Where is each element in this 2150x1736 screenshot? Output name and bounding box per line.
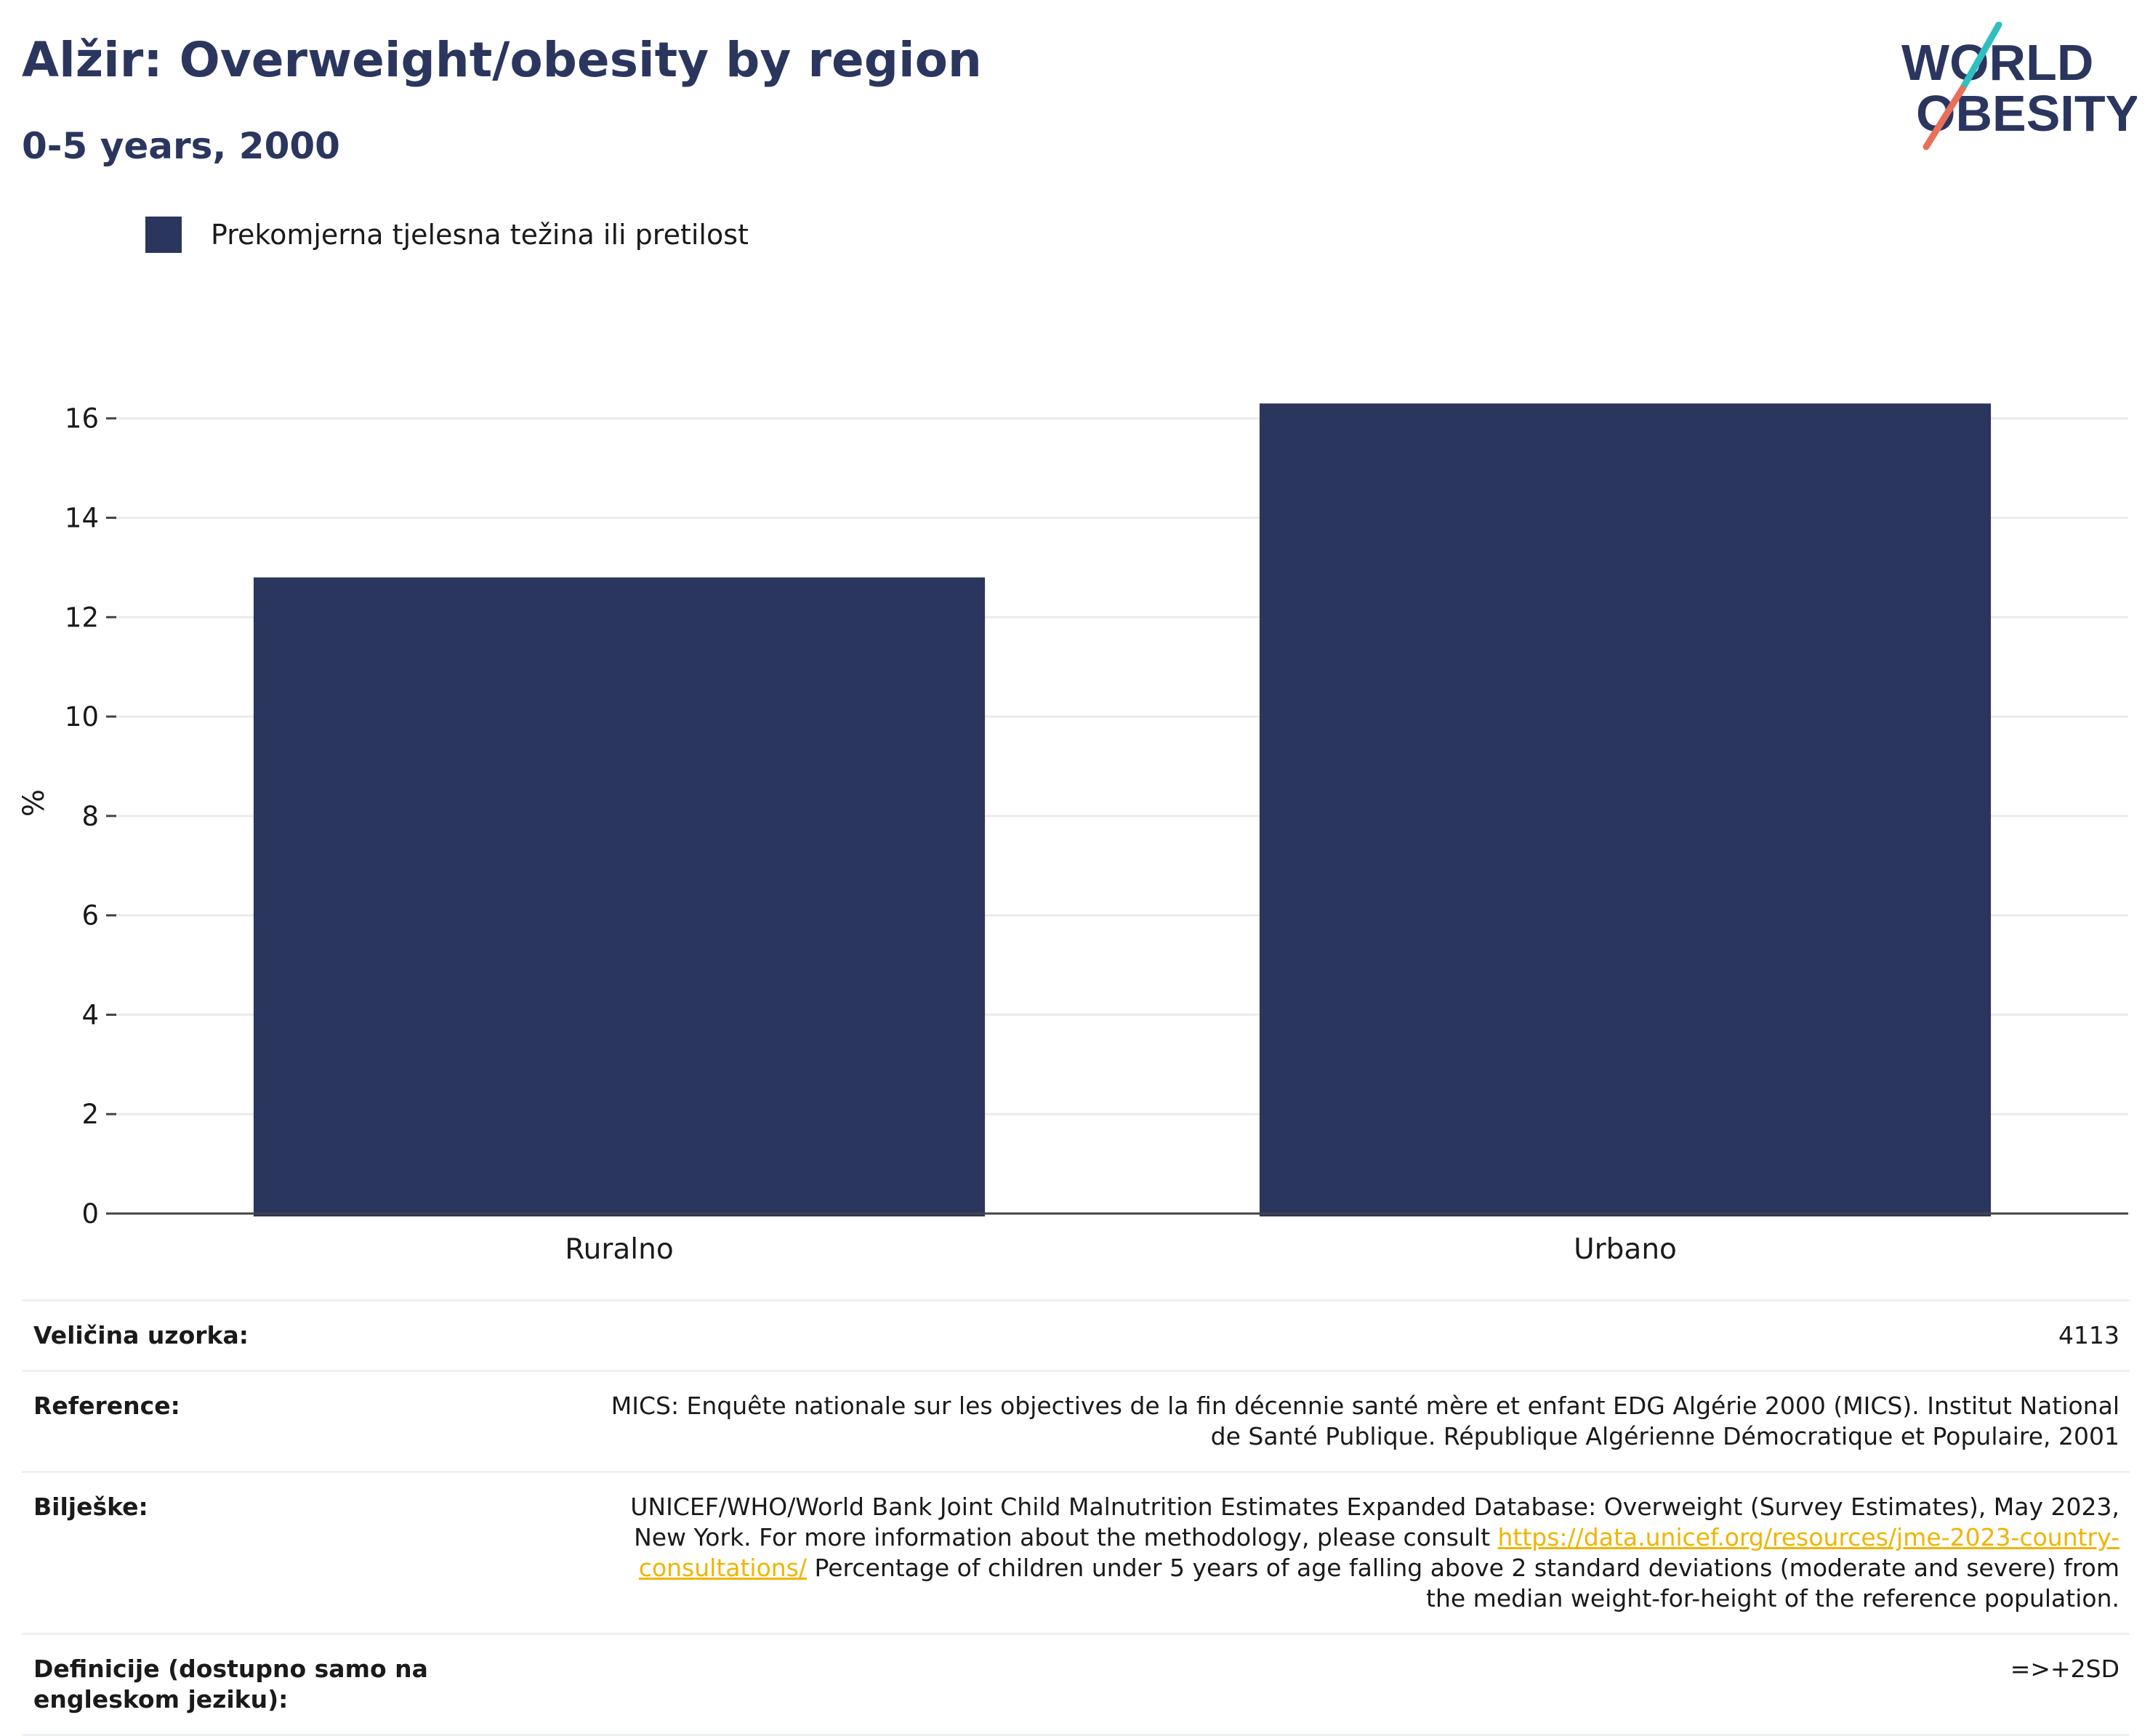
bar-chart: 0 2 4 6 8 10 12 14 16 Ruralno Urbano% xyxy=(17,403,2128,1266)
reference-row: Reference: MICS: Enquête nationale sur l… xyxy=(22,1370,2130,1473)
reference-value: MICS: Enquête nationale sur les objectiv… xyxy=(581,1370,2130,1473)
legend-label: Prekomjerna tjelesna težina ili pretilos… xyxy=(211,219,749,251)
logo-line1: WORLD xyxy=(1901,34,2093,91)
chart-title: Alžir: Overweight/obesity by region xyxy=(22,32,982,88)
bar-ruralno xyxy=(253,577,986,1216)
notes-row: Bilješke: UNICEF/WHO/World Bank Joint Ch… xyxy=(22,1471,2130,1635)
sample-size-row: Veličina uzorka: 4113 xyxy=(22,1299,2130,1372)
notes-text-before: UNICEF/WHO/World Bank Joint Child Malnut… xyxy=(630,1493,2119,1551)
y-tick-label: 2 xyxy=(81,1099,99,1130)
y-tick-label: 0 xyxy=(81,1198,99,1230)
logo-slash-bottom xyxy=(1922,85,1966,150)
world-obesity-logo: WORLD OBESITY xyxy=(1901,22,2137,150)
legend-swatch xyxy=(145,217,182,253)
logo-line2: OBESITY xyxy=(1916,85,2137,142)
y-tick-label: 4 xyxy=(81,999,99,1030)
chart-legend: Prekomjerna tjelesna težina ili pretilos… xyxy=(145,215,749,254)
y-axis-title: % xyxy=(17,789,51,817)
notes-value: UNICEF/WHO/World Bank Joint Child Malnut… xyxy=(581,1471,2130,1635)
notes-label: Bilješke: xyxy=(22,1471,581,1635)
definitions-row: Definicije (dostupno samo na engleskom j… xyxy=(22,1633,2130,1736)
x-tick-label: Ruralno xyxy=(565,1233,673,1266)
y-tick-label: 16 xyxy=(65,403,99,435)
sample-size-value: 4113 xyxy=(581,1299,2130,1372)
info-table: Veličina uzorka: 4113 Reference: MICS: E… xyxy=(22,1299,2130,1736)
definitions-value: =>+2SD xyxy=(581,1633,2130,1736)
y-tick-label: 6 xyxy=(81,900,99,932)
x-tick-label: Urbano xyxy=(1574,1233,1677,1266)
chart-subtitle: 0-5 years, 2000 xyxy=(22,125,340,167)
y-tick-label: 12 xyxy=(65,602,99,633)
methodology-link[interactable]: https://data.unicef.org/resources/jme-20… xyxy=(638,1523,2119,1582)
notes-text-after: Percentage of children under 5 years of … xyxy=(807,1554,2120,1612)
y-tick-label: 14 xyxy=(65,503,99,534)
logo-slash-top xyxy=(1959,22,2002,92)
bar-urbano xyxy=(1259,403,1992,1216)
definitions-label: Definicije (dostupno samo na engleskom j… xyxy=(22,1633,581,1736)
y-tick-label: 8 xyxy=(81,801,99,832)
sample-size-label: Veličina uzorka: xyxy=(22,1299,581,1372)
bars xyxy=(253,403,1992,1216)
y-tick-label: 10 xyxy=(65,701,99,732)
reference-label: Reference: xyxy=(22,1370,581,1473)
axes: 0 2 4 6 8 10 12 14 16 Ruralno Urbano% xyxy=(17,403,2128,1266)
